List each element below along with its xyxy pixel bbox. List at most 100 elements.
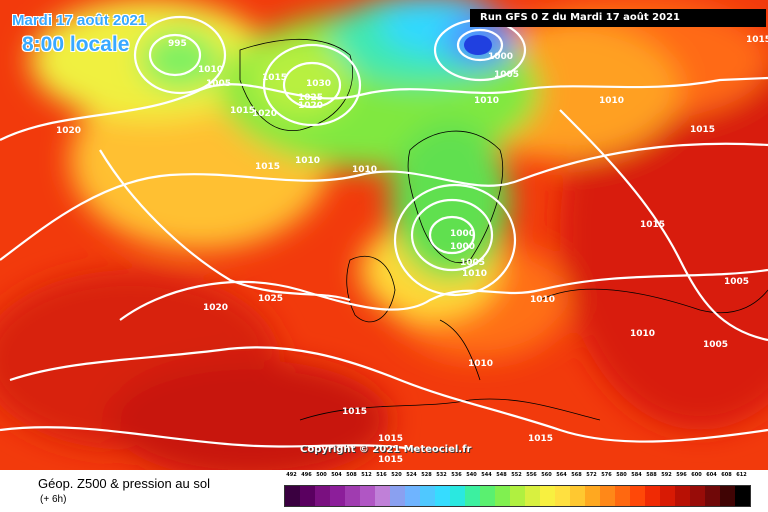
isobar-label: 1005 bbox=[724, 277, 749, 287]
scale-swatch bbox=[285, 486, 300, 506]
scale-swatch bbox=[405, 486, 420, 506]
isobar-label: 1020 bbox=[56, 126, 81, 136]
scale-swatch bbox=[615, 486, 630, 506]
isobar-label: 1020 bbox=[203, 303, 228, 313]
isobar-label: 1005 bbox=[460, 258, 485, 268]
scale-label: 604 bbox=[706, 472, 717, 478]
isobar-label: 1030 bbox=[306, 79, 331, 89]
isobar-label: 1015 bbox=[378, 455, 403, 465]
isobar-label: 1010 bbox=[198, 65, 223, 75]
isobar-label: 1015 bbox=[342, 407, 367, 417]
scale-swatch bbox=[495, 486, 510, 506]
legend-panel: Géop. Z500 & pression au sol (+ 6h) 492 4… bbox=[0, 470, 768, 512]
isobars bbox=[0, 15, 768, 452]
isobar-label: 1010 bbox=[295, 156, 320, 166]
scale-swatch bbox=[735, 486, 750, 506]
scale-swatch bbox=[390, 486, 405, 506]
run-info-banner: Run GFS 0 Z du Mardi 17 août 2021 bbox=[470, 9, 766, 27]
isobar-label: 1015 bbox=[378, 434, 403, 444]
coastlines bbox=[239, 38, 768, 421]
isobar-label: 1010 bbox=[352, 165, 377, 175]
scale-label: 544 bbox=[481, 472, 492, 478]
scale-label: 580 bbox=[616, 472, 627, 478]
scale-label: 612 bbox=[736, 472, 747, 478]
scale-label: 512 bbox=[361, 472, 372, 478]
scale-swatch bbox=[675, 486, 690, 506]
scale-label: 552 bbox=[511, 472, 522, 478]
isobar-label: 1005 bbox=[494, 70, 519, 80]
pressure-labels: 995 1010 1005 1015 1030 1025 1020 1020 1… bbox=[56, 35, 768, 465]
scale-swatch bbox=[540, 486, 555, 506]
isobar-label: 1010 bbox=[462, 269, 487, 279]
isobar-label: 1025 bbox=[298, 93, 323, 103]
scale-swatch bbox=[375, 486, 390, 506]
scale-label: 508 bbox=[346, 472, 357, 478]
scale-label: 536 bbox=[451, 472, 462, 478]
scale-swatch bbox=[435, 486, 450, 506]
scale-label: 524 bbox=[406, 472, 417, 478]
low-core-north bbox=[464, 35, 492, 55]
scale-label: 496 bbox=[301, 472, 312, 478]
scale-swatch bbox=[315, 486, 330, 506]
forecast-time: 8:00 locale bbox=[22, 33, 130, 56]
scale-label: 532 bbox=[436, 472, 447, 478]
isobar-label: 1015 bbox=[255, 162, 280, 172]
color-scale-bar bbox=[284, 485, 751, 507]
scale-label: 556 bbox=[526, 472, 537, 478]
scale-swatch bbox=[555, 486, 570, 506]
scale-label: 592 bbox=[661, 472, 672, 478]
isobar-label: 1015 bbox=[528, 434, 553, 444]
scale-swatch bbox=[345, 486, 360, 506]
scale-swatch bbox=[360, 486, 375, 506]
scale-swatch bbox=[645, 486, 660, 506]
scale-swatch bbox=[525, 486, 540, 506]
scale-swatch bbox=[585, 486, 600, 506]
scale-swatch bbox=[630, 486, 645, 506]
geopotential-field: 995 1010 1005 1015 1030 1025 1020 1020 1… bbox=[0, 0, 768, 470]
scale-label: 548 bbox=[496, 472, 507, 478]
isobar-label: 1015 bbox=[690, 125, 715, 135]
scale-swatch bbox=[660, 486, 675, 506]
scale-label: 504 bbox=[331, 472, 342, 478]
isobar-label: 1010 bbox=[630, 329, 655, 339]
scale-label: 576 bbox=[601, 472, 612, 478]
scale-swatch bbox=[465, 486, 480, 506]
scale-swatch bbox=[450, 486, 465, 506]
scale-label: 500 bbox=[316, 472, 327, 478]
legend-subtitle: (+ 6h) bbox=[40, 494, 67, 505]
scale-swatch bbox=[600, 486, 615, 506]
isobar-label: 1000 bbox=[450, 229, 475, 239]
scale-swatch bbox=[570, 486, 585, 506]
isobar-label: 1010 bbox=[468, 359, 493, 369]
isobar-label: 1015 bbox=[230, 106, 255, 116]
isobar-label: 1005 bbox=[703, 340, 728, 350]
isobar-label: 1000 bbox=[488, 52, 513, 62]
scale-label: 584 bbox=[631, 472, 642, 478]
scale-label: 596 bbox=[676, 472, 687, 478]
scale-label: 520 bbox=[391, 472, 402, 478]
isobar-label: 1005 bbox=[206, 79, 231, 89]
scale-label: 564 bbox=[556, 472, 567, 478]
scale-label: 492 bbox=[286, 472, 297, 478]
isobar-label: 995 bbox=[168, 39, 187, 49]
isobar-label: 1015 bbox=[640, 220, 665, 230]
isobar-label: 1020 bbox=[252, 109, 277, 119]
isobar-label: 1015 bbox=[746, 35, 768, 45]
scale-label: 588 bbox=[646, 472, 657, 478]
scale-swatch bbox=[705, 486, 720, 506]
scale-label: 528 bbox=[421, 472, 432, 478]
scale-swatch bbox=[690, 486, 705, 506]
isobar-label: 1010 bbox=[599, 96, 624, 106]
isobar-label: 1000 bbox=[450, 242, 475, 252]
weather-map: 995 1010 1005 1015 1030 1025 1020 1020 1… bbox=[0, 0, 768, 470]
isobar-label: 1015 bbox=[262, 73, 287, 83]
scale-label: 568 bbox=[571, 472, 582, 478]
isobar-label: 1020 bbox=[298, 101, 323, 111]
scale-label: 572 bbox=[586, 472, 597, 478]
scale-label: 600 bbox=[691, 472, 702, 478]
scale-label: 516 bbox=[376, 472, 387, 478]
scale-swatch bbox=[510, 486, 525, 506]
legend-title: Géop. Z500 & pression au sol bbox=[38, 476, 210, 491]
scale-label: 608 bbox=[721, 472, 732, 478]
isobar-label: 1010 bbox=[474, 96, 499, 106]
